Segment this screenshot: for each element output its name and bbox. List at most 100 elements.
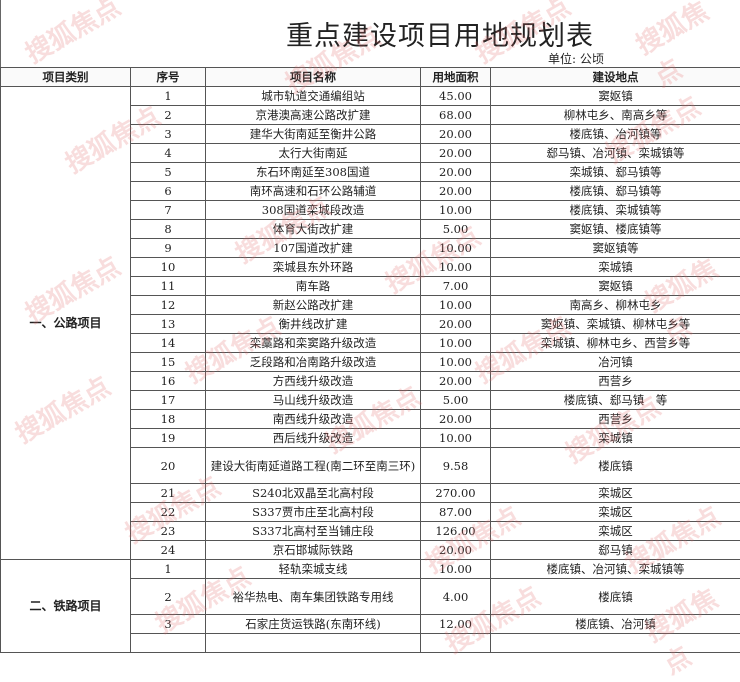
number-cell: 7 [131,201,206,220]
empty-cell [131,634,206,653]
number-cell: 19 [131,429,206,448]
location-cell: 郄马镇 [491,541,740,560]
location-cell: 楼底镇、冶河镇 [491,615,740,634]
number-cell: 1 [131,87,206,106]
area-cell: 10.00 [421,296,491,315]
number-cell: 12 [131,296,206,315]
location-cell: 西营乡 [491,372,740,391]
number-cell: 23 [131,522,206,541]
area-cell: 5.00 [421,220,491,239]
area-cell: 10.00 [421,353,491,372]
area-cell: 20.00 [421,372,491,391]
category-cell: 一、公路项目 [1,87,131,560]
name-cell: S240北双晶至北高村段 [206,484,421,503]
location-cell: 郄马镇、冶河镇、栾城镇等 [491,144,740,163]
area-cell: 10.00 [421,201,491,220]
header-category: 项目类别 [1,68,131,87]
name-cell: 马山线升级改造 [206,391,421,410]
area-cell: 10.00 [421,334,491,353]
category-cell: 二、铁路项目 [1,560,131,653]
area-cell: 45.00 [421,87,491,106]
location-cell: 楼底镇 [491,579,740,615]
name-cell: 西后线升级改造 [206,429,421,448]
number-cell: 3 [131,615,206,634]
location-cell: 栾城区 [491,522,740,541]
location-cell: 栾城镇、柳林屯乡、西营乡等 [491,334,740,353]
number-cell: 11 [131,277,206,296]
name-cell: 南车路 [206,277,421,296]
area-cell: 10.00 [421,258,491,277]
location-cell: 南高乡、柳林屯乡 [491,296,740,315]
number-cell: 20 [131,448,206,484]
location-cell: 楼底镇、郄马镇等 [491,182,740,201]
area-cell: 20.00 [421,410,491,429]
location-cell: 楼底镇、栾城镇等 [491,201,740,220]
number-cell: 2 [131,579,206,615]
name-cell: S337北高村至当铺庄段 [206,522,421,541]
name-cell: 裕华热电、南车集团铁路专用线 [206,579,421,615]
area-cell: 20.00 [421,182,491,201]
area-cell: 270.00 [421,484,491,503]
name-cell: 京港澳高速公路改扩建 [206,106,421,125]
name-cell: 石家庄货运铁路(东南环线) [206,615,421,634]
name-cell: 南西线升级改造 [206,410,421,429]
empty-cell [206,634,421,653]
area-cell: 10.00 [421,560,491,579]
number-cell: 13 [131,315,206,334]
location-cell: 窦妪镇、楼底镇等 [491,220,740,239]
area-cell: 9.58 [421,448,491,484]
area-cell: 10.00 [421,429,491,448]
name-cell: 栾藁路和栾窦路升级改造 [206,334,421,353]
number-cell: 10 [131,258,206,277]
location-cell: 冶河镇 [491,353,740,372]
area-cell: 126.00 [421,522,491,541]
name-cell: 南环高速和石环公路辅道 [206,182,421,201]
location-cell: 窦妪镇 [491,87,740,106]
number-cell: 2 [131,106,206,125]
location-cell: 楼底镇、冶河镇等 [491,125,740,144]
name-cell: 建设大街南延道路工程(南二环至南三环) [206,448,421,484]
unit-label: 单位: 公顷 [548,50,604,67]
area-cell: 20.00 [421,541,491,560]
location-cell: 栾城镇 [491,429,740,448]
location-cell: 栾城区 [491,484,740,503]
number-cell: 24 [131,541,206,560]
location-cell: 栾城镇、郄马镇等 [491,163,740,182]
name-cell: 轻轨栾城支线 [206,560,421,579]
area-cell: 20.00 [421,125,491,144]
name-cell: 京石邯城际铁路 [206,541,421,560]
location-cell: 楼底镇、冶河镇、栾城镇等 [491,560,740,579]
name-cell: 新赵公路改扩建 [206,296,421,315]
header-number: 序号 [131,68,206,87]
area-cell: 68.00 [421,106,491,125]
name-cell: 栾城县东外环路 [206,258,421,277]
name-cell: 乏段路和冶南路升级改造 [206,353,421,372]
area-cell: 5.00 [421,391,491,410]
name-cell: 308国道栾城段改造 [206,201,421,220]
header-name: 项目名称 [206,68,421,87]
number-cell: 3 [131,125,206,144]
number-cell: 5 [131,163,206,182]
number-cell: 18 [131,410,206,429]
number-cell: 6 [131,182,206,201]
number-cell: 9 [131,239,206,258]
area-cell: 4.00 [421,579,491,615]
area-cell: 20.00 [421,163,491,182]
name-cell: 东石环南延至308国道 [206,163,421,182]
name-cell: 城市轨道交通编组站 [206,87,421,106]
number-cell: 8 [131,220,206,239]
table-header-row: 项目类别 序号 项目名称 用地面积 建设地点 [1,68,740,87]
number-cell: 1 [131,560,206,579]
header-area: 用地面积 [421,68,491,87]
empty-cell [491,634,740,653]
header-location: 建设地点 [491,68,740,87]
page-title: 重点建设项目用地规划表 [0,14,740,53]
location-cell: 窦妪镇、栾城镇、柳林屯乡等 [491,315,740,334]
location-cell: 西营乡 [491,410,740,429]
number-cell: 16 [131,372,206,391]
number-cell: 4 [131,144,206,163]
location-cell: 窦妪镇等 [491,239,740,258]
location-cell: 楼底镇 [491,448,740,484]
